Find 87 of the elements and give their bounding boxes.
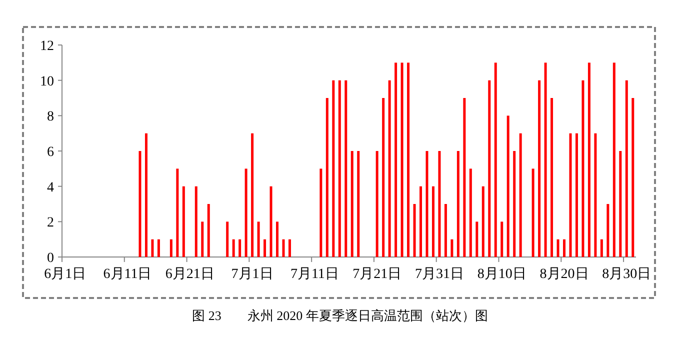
y-tick-label: 8 xyxy=(47,110,54,125)
bar xyxy=(625,80,628,257)
x-tick-label: 7月11日 xyxy=(290,267,339,282)
bar xyxy=(438,151,441,257)
bar xyxy=(182,186,185,257)
bar xyxy=(326,98,328,257)
bar xyxy=(469,168,472,257)
bar xyxy=(506,116,510,257)
bar xyxy=(476,222,478,257)
bar xyxy=(144,133,148,257)
bar xyxy=(413,204,416,257)
bar xyxy=(320,168,322,257)
bar xyxy=(232,239,235,257)
bar xyxy=(494,62,497,257)
bar xyxy=(176,168,179,257)
text: 图 23 永州 2020 年夏季逐日高温范围（站次）图 xyxy=(192,308,488,323)
bar xyxy=(456,151,460,257)
bar xyxy=(556,239,560,257)
bar xyxy=(338,80,341,257)
x-tick-label: 7月1日 xyxy=(231,267,274,282)
bar xyxy=(544,62,547,257)
bar xyxy=(270,186,272,257)
bar xyxy=(244,168,248,257)
bar xyxy=(138,151,142,257)
x-tick-label: 7月31日 xyxy=(414,267,464,282)
bar xyxy=(382,98,385,257)
bar xyxy=(170,239,172,257)
y-tick-label: 2 xyxy=(47,216,54,231)
x-tick-label: 7月21日 xyxy=(352,267,402,282)
bar xyxy=(201,222,204,257)
bar xyxy=(600,239,603,257)
bar xyxy=(482,186,484,257)
bar xyxy=(569,133,572,257)
bar xyxy=(388,80,391,257)
bar xyxy=(344,80,348,257)
bar xyxy=(332,80,335,257)
bar xyxy=(500,222,504,257)
bar xyxy=(612,62,616,257)
bar xyxy=(194,186,198,257)
bar xyxy=(463,98,466,257)
bar xyxy=(420,186,422,257)
bar xyxy=(575,133,578,257)
bar xyxy=(594,133,597,257)
y-tick-label: 6 xyxy=(47,145,54,160)
bar xyxy=(532,168,534,257)
x-tick-label: 8月10日 xyxy=(477,267,526,282)
bar xyxy=(606,204,610,257)
bar xyxy=(151,239,154,257)
bar xyxy=(538,80,541,257)
bar xyxy=(444,204,447,257)
bar xyxy=(251,133,254,257)
bar xyxy=(350,151,354,257)
bar xyxy=(400,62,404,257)
bar xyxy=(276,222,278,257)
bar xyxy=(426,151,428,257)
x-tick-label: 6月1日 xyxy=(44,267,86,282)
bar xyxy=(264,239,266,257)
bar xyxy=(582,80,584,257)
bar xyxy=(563,239,566,257)
x-tick-label: 6月21日 xyxy=(165,267,214,282)
bar xyxy=(619,151,622,257)
bar xyxy=(394,62,398,257)
bar xyxy=(282,239,285,257)
bar xyxy=(257,222,260,257)
x-tick-label: 8月30日 xyxy=(602,267,652,282)
y-tick-label: 4 xyxy=(47,180,54,196)
bar xyxy=(288,239,291,257)
bar xyxy=(513,151,516,257)
y-tick-label: 10 xyxy=(40,74,54,90)
x-tick-label: 8月20日 xyxy=(540,267,589,282)
bar xyxy=(226,222,229,257)
bar xyxy=(376,151,378,257)
y-tick-label: 0 xyxy=(47,251,54,266)
bar xyxy=(407,62,410,257)
bar xyxy=(488,80,491,257)
x-tick-label: 6月11日 xyxy=(103,267,152,282)
bar xyxy=(432,186,434,257)
y-tick-label: 12 xyxy=(40,39,54,54)
bar xyxy=(588,62,590,257)
bar xyxy=(357,151,360,257)
bar xyxy=(632,98,634,257)
bar xyxy=(519,133,522,257)
bar xyxy=(450,239,454,257)
bar xyxy=(207,204,210,257)
bar xyxy=(550,98,554,257)
bar xyxy=(238,239,242,257)
bar xyxy=(157,239,160,257)
